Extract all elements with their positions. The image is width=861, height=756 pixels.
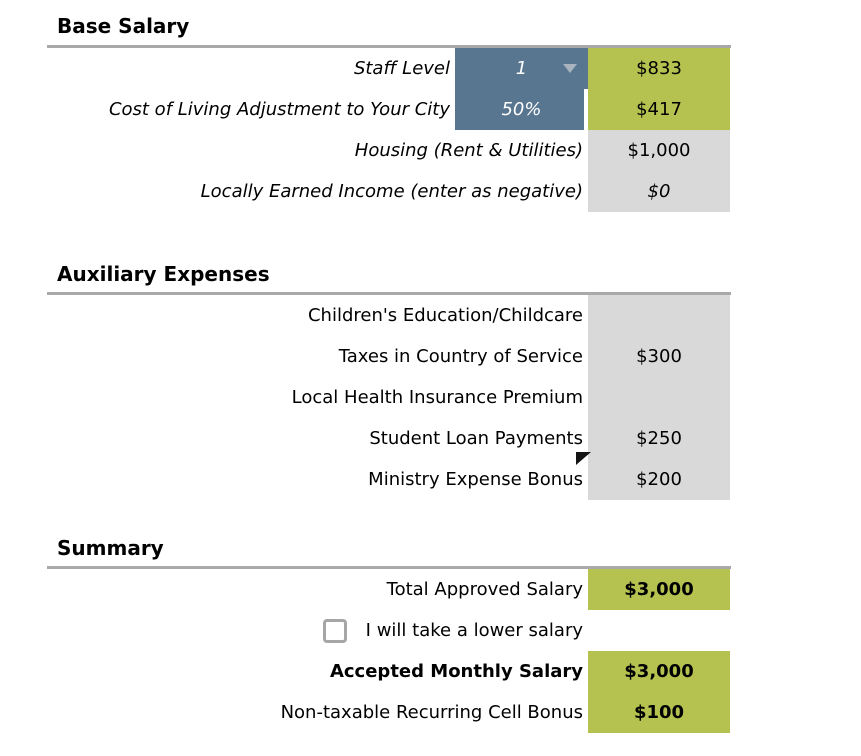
total-approved-label: Total Approved Salary: [386, 579, 583, 600]
section-title-auxiliary-expenses: Auxiliary Expenses: [57, 262, 270, 286]
ministry-bonus-amount-cell[interactable]: $200: [588, 459, 730, 500]
section-divider: [47, 45, 731, 48]
table-row: Non-taxable Recurring Cell Bonus $100: [47, 692, 730, 733]
accepted-monthly-amount-cell: $3,000: [588, 651, 730, 692]
section-title-summary: Summary: [57, 536, 164, 560]
health-insurance-amount-cell[interactable]: [588, 377, 730, 418]
col-adjustment-value: 50%: [501, 99, 542, 120]
col-adjustment-label: Cost of Living Adjustment to Your City: [108, 99, 450, 120]
col-adjustment-input[interactable]: 50%: [455, 89, 588, 130]
section-title-base-salary: Base Salary: [57, 14, 190, 38]
section-divider: [47, 566, 731, 569]
table-row: I will take a lower salary: [47, 610, 730, 651]
housing-label: Housing (Rent & Utilities): [354, 140, 583, 161]
table-row: Ministry Expense Bonus $200: [47, 459, 730, 500]
empty-cell: [588, 610, 730, 651]
ministry-bonus-label: Ministry Expense Bonus: [368, 469, 583, 490]
accepted-monthly-label: Accepted Monthly Salary: [329, 661, 583, 682]
chevron-down-icon[interactable]: [563, 64, 577, 73]
table-row: Children's Education/Childcare: [47, 295, 730, 336]
table-row: Student Loan Payments $250: [47, 418, 730, 459]
table-row: Accepted Monthly Salary $3,000: [47, 651, 730, 692]
table-row: Locally Earned Income (enter as negative…: [47, 171, 730, 212]
housing-amount-cell[interactable]: $1,000: [588, 130, 730, 171]
staff-level-selected-value: 1: [515, 58, 528, 79]
lower-salary-checkbox[interactable]: [322, 618, 347, 643]
col-adjustment-amount-cell: $417: [588, 89, 730, 130]
taxes-label: Taxes in Country of Service: [338, 346, 583, 367]
staff-level-amount-cell: $833: [588, 48, 730, 89]
student-loan-amount-cell[interactable]: $250: [588, 418, 730, 459]
health-insurance-label: Local Health Insurance Premium: [291, 387, 583, 408]
table-row: Local Health Insurance Premium: [47, 377, 730, 418]
cell-bonus-label: Non-taxable Recurring Cell Bonus: [280, 702, 583, 723]
base-salary-rows: Staff Level 1 $833 Cost of Living Adjust…: [47, 48, 730, 212]
childcare-amount-cell[interactable]: [588, 295, 730, 336]
local-income-label: Locally Earned Income (enter as negative…: [200, 181, 583, 202]
taxes-amount-cell[interactable]: $300: [588, 336, 730, 377]
table-row: Staff Level 1 $833: [47, 48, 730, 89]
table-row: Total Approved Salary $3,000: [47, 569, 730, 610]
table-row: Cost of Living Adjustment to Your City 5…: [47, 89, 730, 130]
staff-level-dropdown[interactable]: 1: [455, 48, 588, 89]
childcare-label: Children's Education/Childcare: [307, 305, 583, 326]
summary-rows: Total Approved Salary $3,000 I will take…: [47, 569, 730, 733]
auxiliary-expenses-rows: Children's Education/Childcare Taxes in …: [47, 295, 730, 500]
cell-bonus-amount-cell: $100: [588, 692, 730, 733]
lower-salary-option: I will take a lower salary: [47, 610, 588, 651]
section-divider: [47, 292, 731, 295]
table-row: Housing (Rent & Utilities) $1,000: [47, 130, 730, 171]
total-approved-amount-cell: $3,000: [588, 569, 730, 610]
student-loan-label: Student Loan Payments: [369, 428, 583, 449]
staff-level-label: Staff Level: [353, 58, 450, 79]
table-row: Taxes in Country of Service $300: [47, 336, 730, 377]
local-income-amount-cell[interactable]: $0: [588, 171, 730, 212]
lower-salary-checkbox-label: I will take a lower salary: [365, 620, 583, 641]
